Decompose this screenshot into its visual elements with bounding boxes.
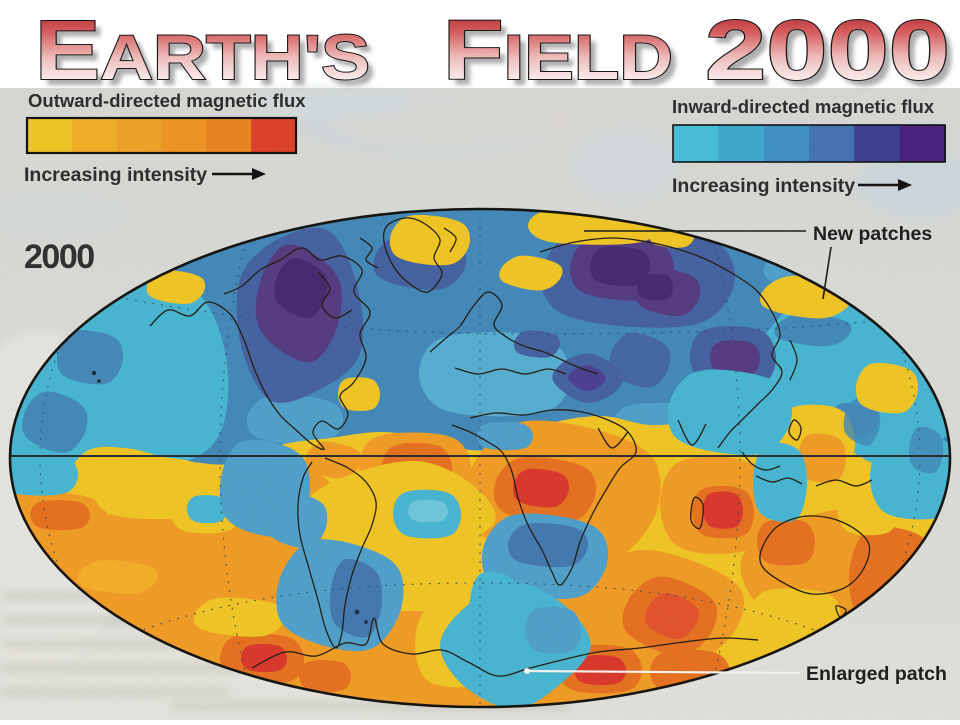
svg-text:Enlarged patch: Enlarged patch: [806, 663, 947, 685]
svg-text:2000: 2000: [711, 9, 956, 103]
svg-text:Outward-directed magnetic flux: Outward-directed magnetic flux: [28, 90, 306, 111]
svg-text:Increasing intensity: Increasing intensity: [24, 164, 207, 186]
svg-text:Inward-directed magnetic flux: Inward-directed magnetic flux: [672, 96, 935, 117]
svg-text:New patches: New patches: [813, 223, 932, 245]
svg-text:2000: 2000: [705, 3, 950, 97]
svg-text:2000: 2000: [24, 238, 94, 276]
svg-text:Increasing intensity: Increasing intensity: [672, 175, 855, 197]
